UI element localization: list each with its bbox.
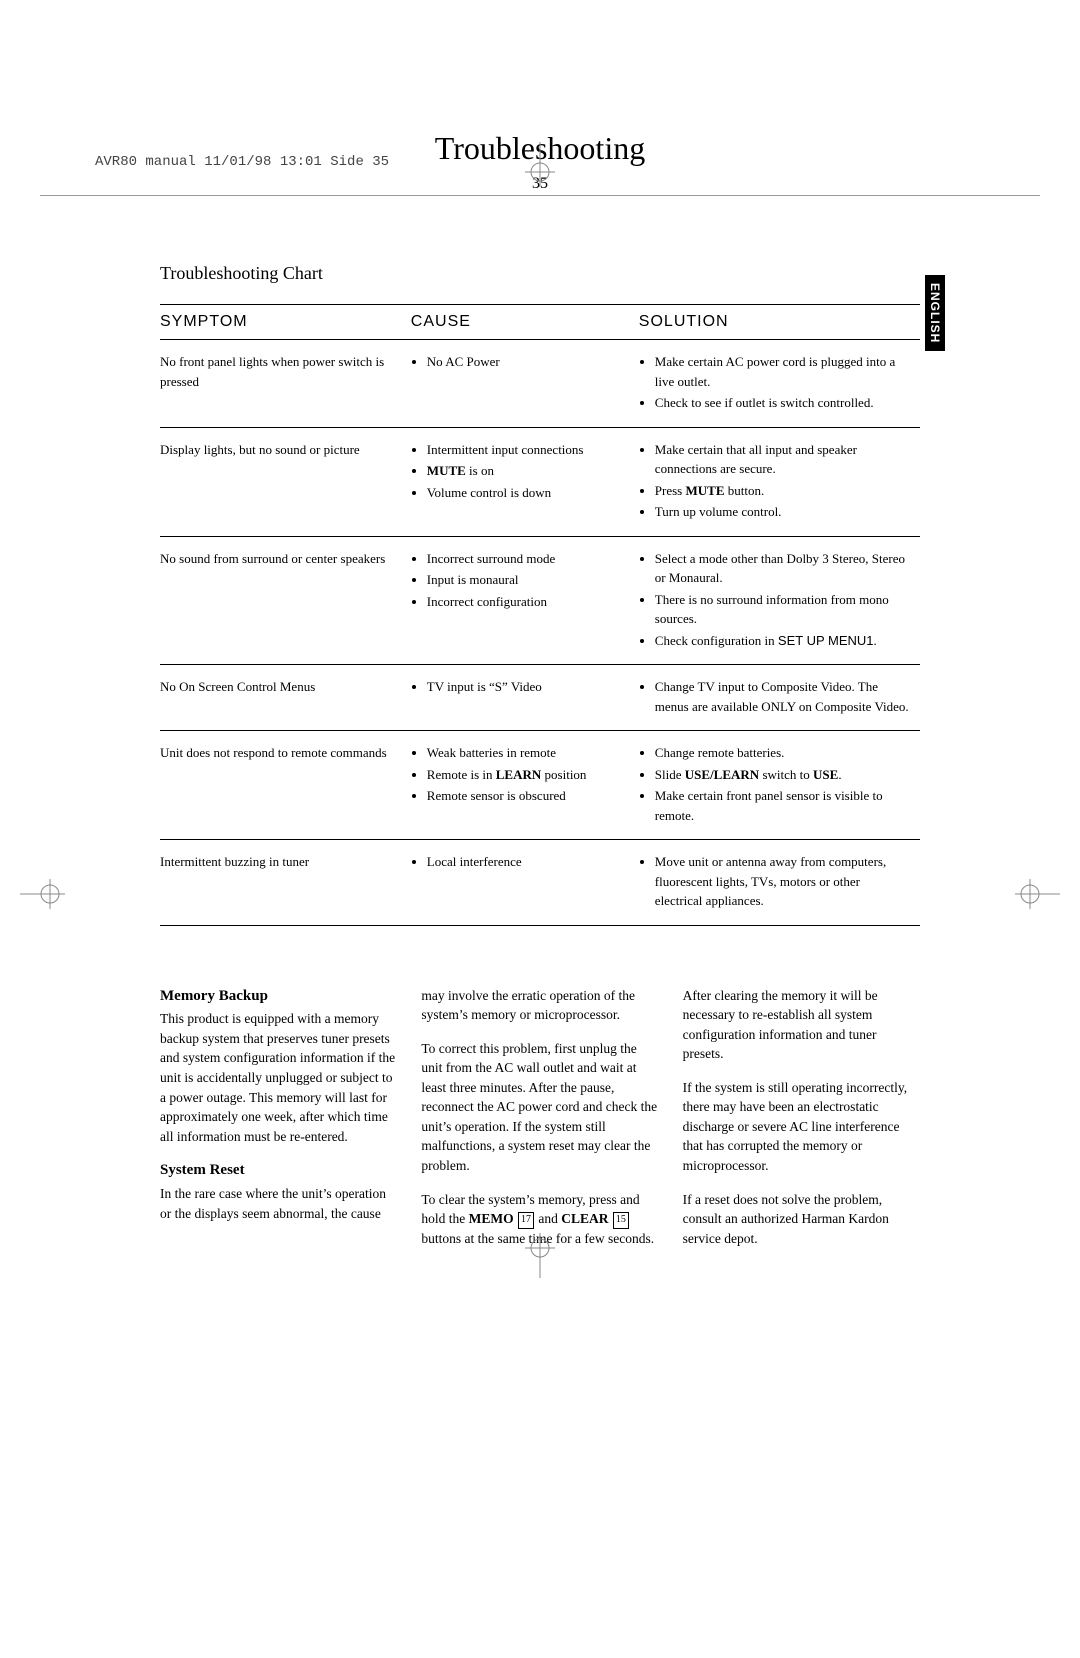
symptom-cell: No front panel lights when power switch … bbox=[160, 340, 411, 428]
table-row: No front panel lights when power switch … bbox=[160, 340, 920, 428]
table-row: Intermittent buzzing in tunerLocal inter… bbox=[160, 840, 920, 926]
system-reset-p5: If a reset does not solve the problem, c… bbox=[683, 1190, 920, 1249]
solution-cell: Change remote batteries.Slide USE/LEARN … bbox=[639, 731, 920, 840]
symptom-cell: No sound from surround or center speaker… bbox=[160, 536, 411, 665]
table-row: No sound from surround or center speaker… bbox=[160, 536, 920, 665]
crop-mark-left-icon bbox=[20, 879, 75, 909]
solution-cell: Make certain that all input and speaker … bbox=[639, 427, 920, 536]
system-reset-p4: If the system is still operating incorre… bbox=[683, 1078, 920, 1176]
cause-cell: Weak batteries in remoteRemote is in LEA… bbox=[411, 731, 639, 840]
cause-cell: Incorrect surround modeInput is monaural… bbox=[411, 536, 639, 665]
symptom-cell: Display lights, but no sound or picture bbox=[160, 427, 411, 536]
col-solution: SOLUTION bbox=[639, 305, 920, 340]
solution-cell: Move unit or antenna away from computers… bbox=[639, 840, 920, 926]
crop-mark-right-icon bbox=[1005, 879, 1060, 909]
table-row: Unit does not respond to remote commands… bbox=[160, 731, 920, 840]
print-header: AVR80 manual 11/01/98 13:01 Side 35 bbox=[95, 154, 389, 170]
cause-cell: Intermittent input connectionsMUTE is on… bbox=[411, 427, 639, 536]
body-text: Memory Backup This product is equipped w… bbox=[160, 986, 920, 1249]
cause-cell: TV input is “S” Video bbox=[411, 665, 639, 731]
language-tab: ENGLISH bbox=[925, 275, 945, 351]
symptom-cell: Unit does not respond to remote commands bbox=[160, 731, 411, 840]
solution-cell: Change TV input to Composite Video. The … bbox=[639, 665, 920, 731]
troubleshooting-table: SYMPTOM CAUSE SOLUTION No front panel li… bbox=[160, 304, 920, 926]
content-area: Troubleshooting Chart SYMPTOM CAUSE SOLU… bbox=[160, 263, 920, 926]
table-row: No On Screen Control MenusTV input is “S… bbox=[160, 665, 920, 731]
system-reset-heading: System Reset bbox=[160, 1160, 397, 1182]
system-reset-p2: To correct this problem, first unplug th… bbox=[421, 1039, 658, 1176]
solution-cell: Make certain AC power cord is plugged in… bbox=[639, 340, 920, 428]
symptom-cell: No On Screen Control Menus bbox=[160, 665, 411, 731]
crop-mark-bottom-icon bbox=[525, 1223, 555, 1278]
memory-backup-heading: Memory Backup bbox=[160, 986, 397, 1008]
top-rule bbox=[40, 195, 1040, 196]
symptom-cell: Intermittent buzzing in tuner bbox=[160, 840, 411, 926]
solution-cell: Select a mode other than Dolby 3 Stereo,… bbox=[639, 536, 920, 665]
col-symptom: SYMPTOM bbox=[160, 305, 411, 340]
cause-cell: No AC Power bbox=[411, 340, 639, 428]
table-row: Display lights, but no sound or pictureI… bbox=[160, 427, 920, 536]
col-cause: CAUSE bbox=[411, 305, 639, 340]
chart-heading: Troubleshooting Chart bbox=[160, 263, 920, 284]
crop-mark-top-icon bbox=[525, 142, 555, 197]
memory-backup-para: This product is equipped with a memory b… bbox=[160, 1009, 397, 1146]
cause-cell: Local interference bbox=[411, 840, 639, 926]
page: AVR80 manual 11/01/98 13:01 Side 35 Trou… bbox=[0, 130, 1080, 1658]
